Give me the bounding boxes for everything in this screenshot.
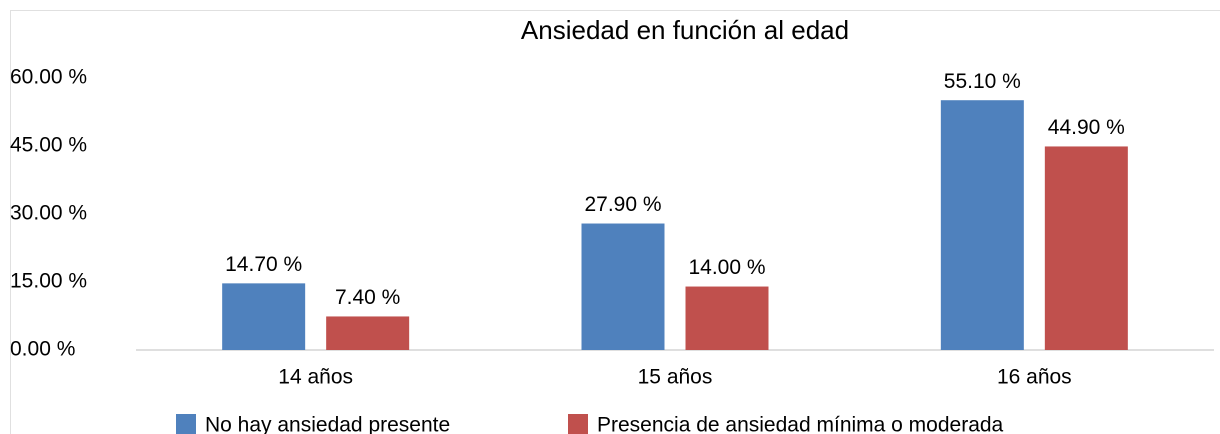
bar (581, 223, 665, 350)
data-label: 44.90 % (1048, 116, 1125, 139)
chart-border (10, 10, 1220, 434)
y-tick-label: 45.00 % (10, 134, 87, 157)
y-tick-label: 0.00 % (10, 338, 75, 361)
legend-label: No hay ansiedad presente (205, 414, 450, 434)
x-tick-label: 14 años (278, 366, 353, 389)
legend-swatch (176, 414, 196, 434)
x-tick-label: 16 años (997, 366, 1072, 389)
data-label: 14.70 % (225, 253, 302, 276)
x-tick-label: 15 años (638, 366, 713, 389)
y-tick-label: 60.00 % (10, 66, 87, 89)
bar (685, 286, 769, 350)
legend-swatch (568, 414, 588, 434)
chart-title: Ansiedad en función al edad (521, 15, 849, 45)
bar (940, 100, 1024, 350)
data-label: 14.00 % (688, 256, 765, 279)
legend-label: Presencia de ansiedad mínima o moderada (597, 414, 1004, 434)
y-tick-label: 30.00 % (10, 202, 87, 225)
y-tick-label: 15.00 % (10, 270, 87, 293)
bar (326, 316, 410, 350)
bar (1044, 146, 1128, 350)
bar (222, 283, 306, 350)
data-label: 7.40 % (335, 286, 400, 309)
data-label: 55.10 % (944, 70, 1021, 93)
data-label: 27.90 % (584, 193, 661, 216)
